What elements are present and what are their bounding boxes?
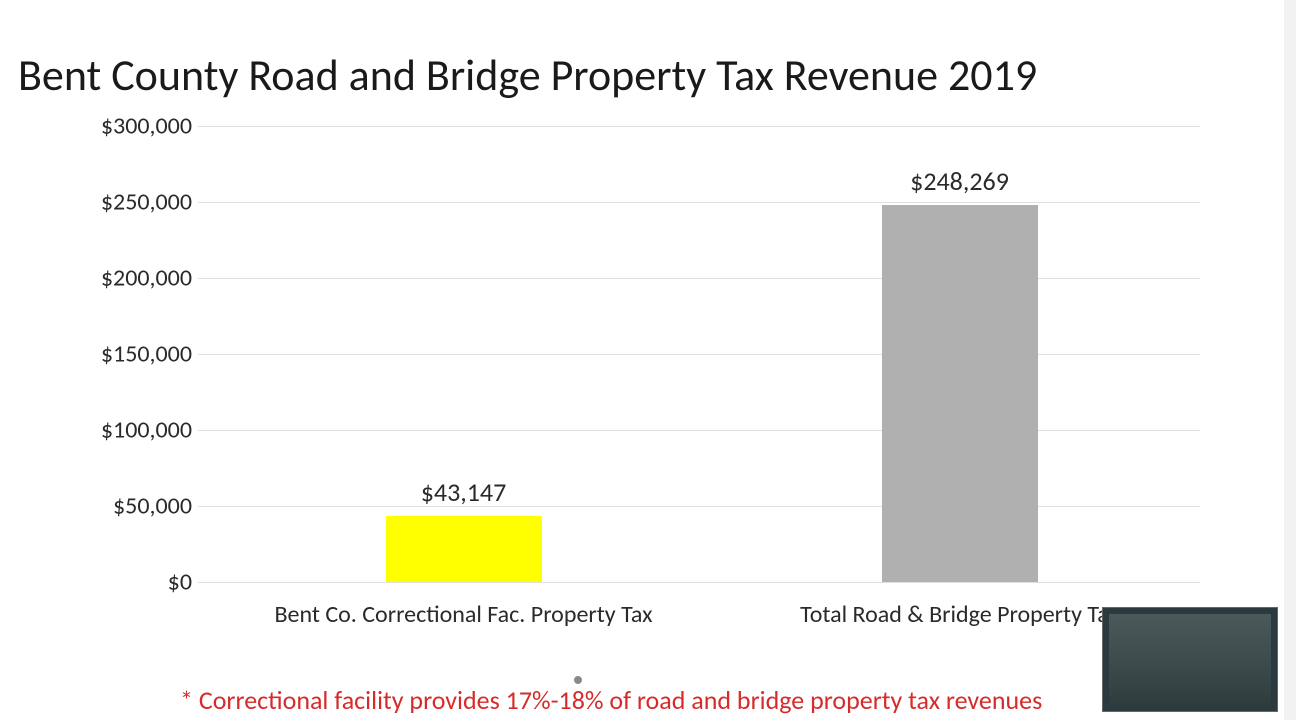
x-axis-label: Bent Co. Correctional Fac. Property Tax — [274, 600, 652, 629]
webcam-thumbnail — [1102, 607, 1278, 712]
y-axis-tick: $0 — [80, 568, 192, 597]
bar — [386, 516, 542, 582]
plot-area: $43,147 $248,269 — [198, 126, 1200, 582]
y-axis-tick: $300,000 — [80, 112, 192, 141]
gridline — [198, 430, 1200, 431]
slide-indicator-dot — [574, 676, 582, 684]
slide-edge — [1284, 0, 1296, 720]
x-axis-label: Total Road & Bridge Property Tax — [800, 600, 1119, 629]
gridline — [198, 202, 1200, 203]
y-axis-tick: $50,000 — [80, 492, 192, 521]
y-axis-tick: $250,000 — [80, 188, 192, 217]
gridline — [198, 126, 1200, 127]
y-axis-tick: $150,000 — [80, 340, 192, 369]
chart-title: Bent County Road and Bridge Property Tax… — [18, 48, 1037, 102]
gridline — [198, 354, 1200, 355]
y-axis-tick: $200,000 — [80, 264, 192, 293]
bar-value-label: $43,147 — [314, 476, 614, 508]
gridline — [198, 278, 1200, 279]
footnote-text: * Correctional facility provides 17%-18%… — [180, 684, 1042, 716]
bar-value-label: $248,269 — [810, 165, 1110, 197]
bar — [882, 205, 1038, 582]
y-axis-tick: $100,000 — [80, 416, 192, 445]
gridline — [198, 582, 1200, 583]
chart-container: $43,147$248,269 $0$50,000$100,000$150,00… — [80, 118, 1200, 588]
webcam-feed — [1109, 614, 1271, 705]
